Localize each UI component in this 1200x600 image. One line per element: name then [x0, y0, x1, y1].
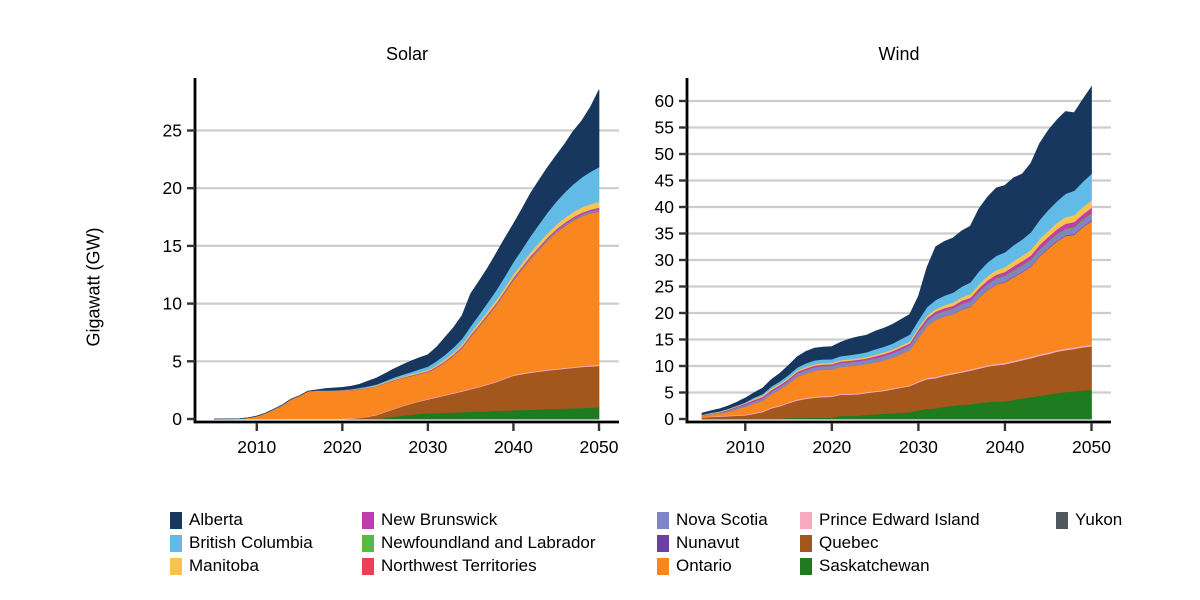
area-wind-alberta [701, 85, 1092, 416]
legend-label: Nova Scotia [676, 510, 768, 529]
legend-swatch-newfoundland-and-labrador [362, 534, 374, 552]
y-tick-label-15: 15 [655, 330, 674, 350]
x-tick-label-2020: 2020 [812, 437, 851, 457]
legend-label: Alberta [189, 510, 243, 529]
y-tick-label-40: 40 [655, 197, 675, 217]
legend-swatch-british-columbia [170, 534, 182, 552]
legend-item-new-brunswick: New Brunswick [362, 510, 497, 530]
legend-swatch-ontario [657, 557, 669, 575]
y-tick-label-5: 5 [172, 351, 182, 371]
y-tick-label-30: 30 [655, 250, 675, 270]
legend-swatch-alberta [170, 511, 182, 529]
x-tick-label-2040: 2040 [985, 437, 1024, 457]
y-tick-label-20: 20 [655, 303, 675, 323]
legend-item-northwest-territories: Northwest Territories [362, 556, 537, 576]
x-tick-label-2030: 2030 [899, 437, 938, 457]
legend-label: Yukon [1075, 510, 1123, 529]
y-tick-label-20: 20 [163, 178, 183, 198]
panel-wind: 0 5 10 15 20 25 30 35 40 45 50 55 60 2010 2020 2030 2040… [655, 78, 1111, 457]
legend-label: British Columbia [189, 533, 313, 552]
legend-item-saskatchewan: Saskatchewan [800, 556, 930, 576]
x-tick-label-2010: 2010 [726, 437, 765, 457]
legend-item-manitoba: Manitoba [170, 556, 259, 576]
x-tick-label-2020: 2020 [323, 437, 362, 457]
x-tick-label-2050: 2050 [580, 437, 619, 457]
legend-label: Manitoba [189, 556, 259, 575]
legend-swatch-manitoba [170, 557, 182, 575]
legend-label: Nunavut [676, 533, 740, 552]
y-tick-label-60: 60 [655, 91, 675, 111]
legend-swatch-nova-scotia [657, 511, 669, 529]
y-axis-title: Gigawatt (GW) [83, 227, 104, 347]
legend-item-newfoundland-and-labrador: Newfoundland and Labrador [362, 533, 596, 553]
legend-item-nova-scotia: Nova Scotia [657, 510, 768, 530]
legend-item-nunavut: Nunavut [657, 533, 739, 553]
legend-label: Saskatchewan [819, 556, 930, 575]
legend-item-prince-edward-island: Prince Edward Island [800, 510, 980, 530]
legend-swatch-nunavut [657, 534, 669, 552]
legend-item-quebec: Quebec [800, 533, 879, 553]
panel-solar: 0 5 10 15 20 25 2010 2020 2030 2040 2050 [163, 78, 619, 457]
y-tick-label-55: 55 [655, 118, 674, 138]
y-tick-label-25: 25 [163, 121, 182, 141]
legend-label: Prince Edward Island [819, 510, 980, 529]
y-tick-label-35: 35 [655, 224, 674, 244]
legend-swatch-quebec [800, 534, 812, 552]
panel-title-solar: Solar [385, 44, 429, 64]
panel-title-wind: Wind [878, 44, 920, 64]
legend-label: Newfoundland and Labrador [381, 533, 596, 552]
legend-label: Quebec [819, 533, 879, 552]
area-solar-alberta [213, 89, 600, 420]
x-tick-label-2040: 2040 [494, 437, 533, 457]
legend-item-yukon: Yukon [1056, 510, 1122, 530]
legend-item-ontario: Ontario [657, 556, 732, 576]
y-tick-label-0: 0 [664, 409, 674, 429]
y-tick-label-15: 15 [163, 236, 182, 256]
legend-swatch-new-brunswick [362, 511, 374, 529]
y-tick-label-45: 45 [655, 171, 674, 191]
y-tick-label-10: 10 [163, 294, 183, 314]
legend-label: Ontario [676, 556, 732, 575]
legend-label: New Brunswick [381, 510, 498, 529]
legend-swatch-saskatchewan [800, 557, 812, 575]
x-tick-label-2030: 2030 [408, 437, 447, 457]
x-tick-label-2010: 2010 [237, 437, 276, 457]
y-tick-label-50: 50 [655, 144, 675, 164]
x-tick-label-2050: 2050 [1072, 437, 1111, 457]
legend-label: Northwest Territories [381, 556, 537, 575]
y-tick-label-10: 10 [655, 356, 675, 376]
y-tick-label-5: 5 [664, 383, 674, 403]
y-tick-label-0: 0 [172, 409, 182, 429]
legend-swatch-northwest-territories [362, 557, 374, 575]
legend-swatch-prince-edward-island [800, 511, 812, 529]
legend-item-british-columbia: British Columbia [170, 533, 313, 553]
legend-item-alberta: Alberta [170, 510, 243, 530]
y-tick-label-25: 25 [655, 277, 674, 297]
legend-swatch-yukon [1056, 511, 1068, 529]
